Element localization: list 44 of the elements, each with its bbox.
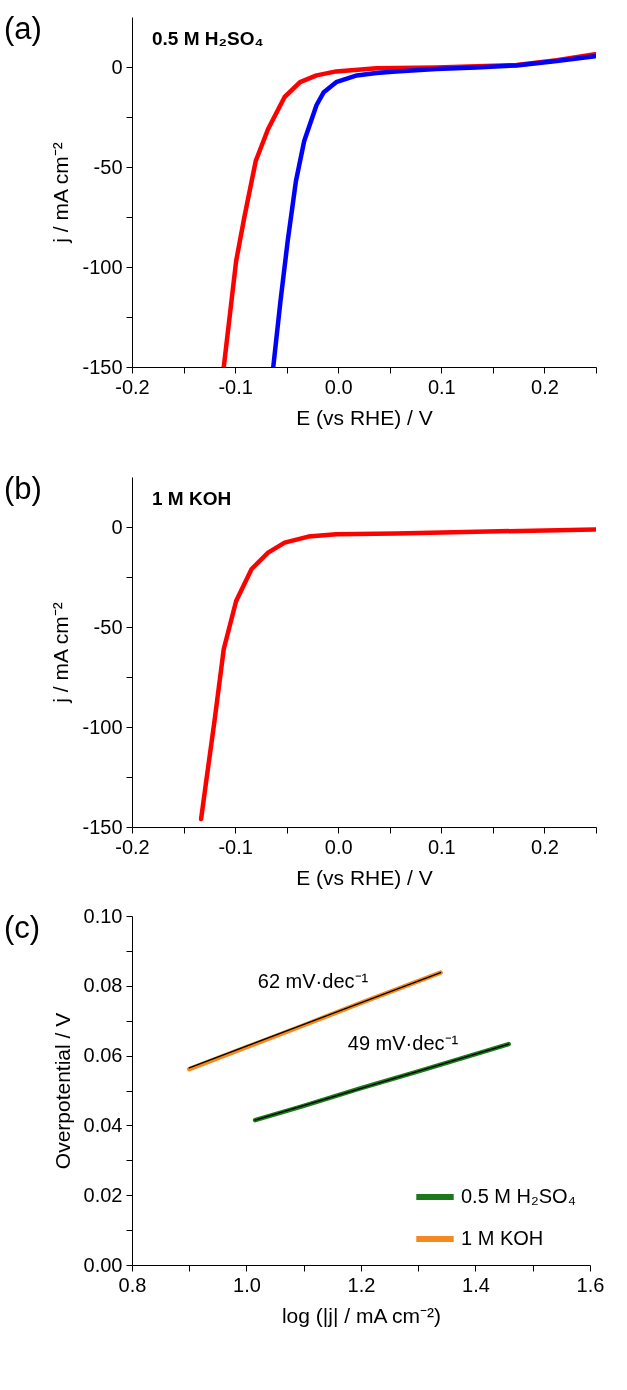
legend-label: 0.5 M H₂SO₄ bbox=[461, 1185, 576, 1207]
x-tick-label: -0.2 bbox=[115, 835, 150, 858]
x-tick-label: 0.0 bbox=[324, 835, 353, 858]
x-tick-label: -0.2 bbox=[115, 375, 150, 398]
legend-label: 1 M KOH bbox=[461, 1227, 544, 1249]
x-axis-title: E (vs RHE) / V bbox=[296, 865, 433, 889]
y-tick-label: -50 bbox=[93, 615, 123, 638]
x-tick-label: 0.2 bbox=[531, 835, 559, 858]
y-tick-label: 0.04 bbox=[83, 1113, 123, 1136]
chart-title: (c) bbox=[4, 910, 41, 945]
y-tick-label: 0.10 bbox=[83, 904, 123, 927]
y-tick-label: 0.08 bbox=[83, 974, 123, 997]
y-tick-label: -100 bbox=[82, 255, 123, 278]
y-axis-title: j / mA cm⁻² bbox=[49, 602, 73, 704]
annotation: 49 mV·dec⁻¹ bbox=[347, 1032, 459, 1054]
y-tick-label: -150 bbox=[82, 815, 123, 838]
x-tick-label: 1.4 bbox=[462, 1273, 490, 1296]
y-tick-label: 0.02 bbox=[83, 1183, 123, 1206]
x-tick-label: -0.1 bbox=[218, 375, 253, 398]
x-tick-label: 0.1 bbox=[427, 375, 456, 398]
x-axis-title: log (|j| / mA cm⁻²) bbox=[281, 1303, 442, 1327]
y-tick-label: -50 bbox=[93, 155, 123, 178]
annotation: 62 mV·dec⁻¹ bbox=[257, 970, 369, 992]
y-tick-label: 0 bbox=[111, 55, 123, 78]
y-axis-title: j / mA cm⁻² bbox=[49, 142, 73, 244]
x-tick-label: 1.0 bbox=[233, 1273, 261, 1296]
y-axis-title: Overpotential / V bbox=[50, 1012, 74, 1170]
x-axis-title: E (vs RHE) / V bbox=[296, 405, 433, 429]
y-tick-label: -100 bbox=[82, 715, 123, 738]
y-tick-label: 0.00 bbox=[83, 1253, 123, 1276]
x-tick-label: 1.2 bbox=[347, 1273, 376, 1296]
y-tick-label: -150 bbox=[82, 355, 123, 378]
x-tick-label: 0.8 bbox=[118, 1273, 147, 1296]
annotation: 0.5 M H₂SO₄ bbox=[152, 28, 264, 49]
y-tick-label: 0 bbox=[111, 515, 123, 538]
x-tick-label: 0.0 bbox=[324, 375, 353, 398]
y-tick-label: 0.06 bbox=[83, 1044, 123, 1067]
x-tick-label: 0.1 bbox=[427, 835, 456, 858]
x-tick-label: 1.6 bbox=[576, 1273, 605, 1296]
chart-title: (b) bbox=[4, 471, 42, 506]
chart-title: (a) bbox=[4, 11, 42, 46]
annotation: 1 M KOH bbox=[152, 488, 232, 509]
x-tick-label: -0.1 bbox=[218, 835, 253, 858]
x-tick-label: 0.2 bbox=[531, 375, 559, 398]
